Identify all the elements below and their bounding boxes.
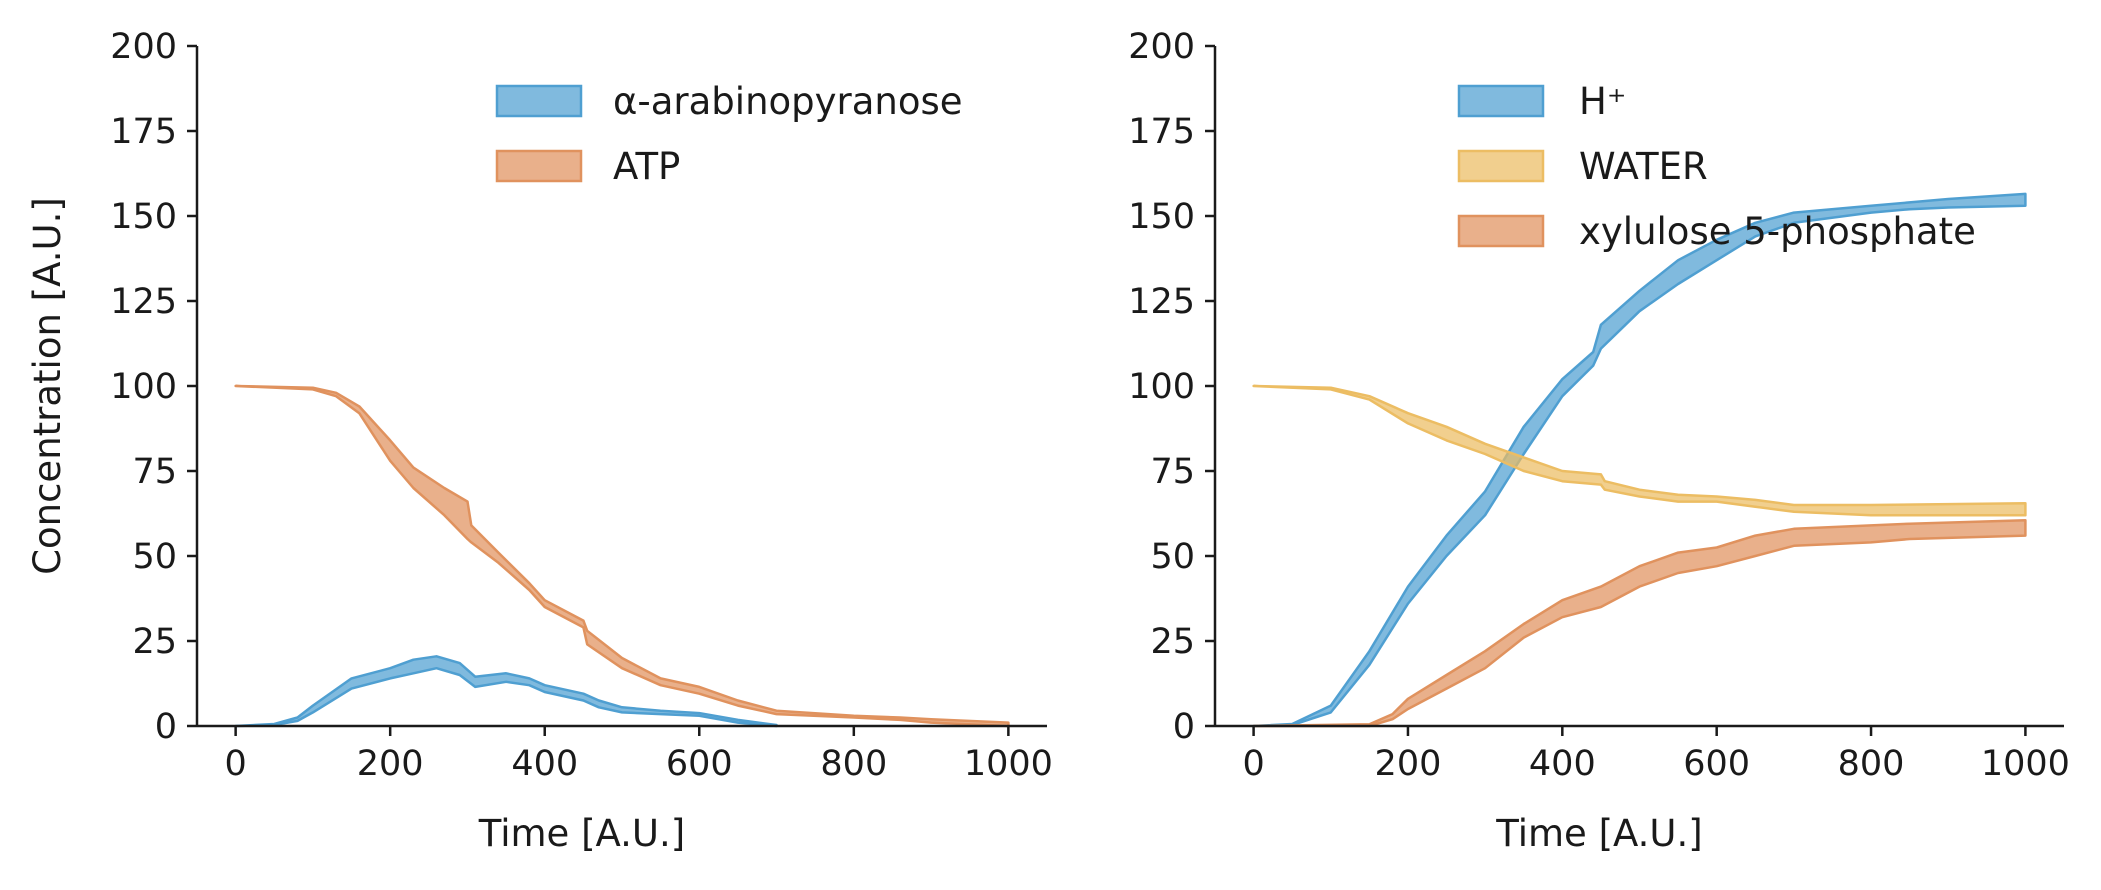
legend-swatch — [495, 84, 583, 118]
y-tick-label: 125 — [110, 282, 177, 322]
x-tick-label: 0 — [224, 744, 246, 784]
series-band-xylulose-5-phosphate — [1252, 519, 2027, 728]
y-tick-label: 150 — [110, 197, 177, 237]
y-tick-label: 200 — [110, 27, 177, 67]
y-tick-label: 150 — [1128, 197, 1195, 237]
x-tick-label: 800 — [820, 744, 887, 784]
x-tick-label: 200 — [357, 744, 424, 784]
y-tick-label: 200 — [1128, 27, 1195, 67]
x-tick-label: 800 — [1838, 744, 1905, 784]
chart-panel-2: 0 25 50 75 100 125 150 175 200 0 200 400 600 800 1000 T… — [1128, 27, 2070, 855]
chart-panel-1: 0 25 50 75 100 125 150 175 200 0 200 400 600 800 1000 T… — [26, 27, 1053, 855]
legend-entry: xylulose 5-phosphate — [1579, 210, 1976, 253]
y-tick-label: 175 — [110, 112, 177, 152]
legend-entry: WATER — [1579, 145, 1708, 188]
y-tick-label: 50 — [132, 537, 177, 577]
series-band-h- — [1252, 192, 2027, 728]
y-tick-label: 175 — [1128, 112, 1195, 152]
x-tick-label: 400 — [1529, 744, 1596, 784]
y-tick-label: 100 — [1128, 367, 1195, 407]
y-tick-label: 50 — [1150, 537, 1195, 577]
series-band-atp — [234, 384, 1010, 728]
x-axis-label: Time [A.U.] — [1495, 812, 1702, 855]
y-tick-label: 25 — [1150, 622, 1195, 662]
x-tick-label: 1000 — [964, 744, 1053, 784]
legend-swatch — [1457, 84, 1545, 118]
x-tick-label: 0 — [1242, 744, 1264, 784]
legend-swatch — [495, 149, 583, 183]
y-tick-label: 125 — [1128, 282, 1195, 322]
x-tick-label: 400 — [511, 744, 578, 784]
x-tick-label: 200 — [1375, 744, 1442, 784]
y-tick-label: 25 — [132, 622, 177, 662]
y-tick-label: 75 — [1150, 452, 1195, 492]
y-tick-label: 100 — [110, 367, 177, 407]
x-tick-label: 600 — [1683, 744, 1750, 784]
x-tick-label: 1000 — [1981, 744, 2070, 784]
y-axis-label: Concentration [A.U.] — [26, 197, 69, 575]
legend-entry: α-arabinopyranose — [613, 80, 963, 123]
legend-swatch — [1457, 214, 1545, 248]
x-axis-label: Time [A.U.] — [478, 812, 685, 855]
legend-swatch — [1457, 149, 1545, 183]
legend-entry: H⁺ — [1579, 80, 1626, 123]
y-tick-label: 75 — [132, 452, 177, 492]
series-band-water — [1252, 384, 2027, 517]
y-tick-label: 0 — [1173, 707, 1195, 747]
x-tick-label: 600 — [666, 744, 733, 784]
legend-entry: ATP — [613, 145, 680, 188]
y-tick-label: 0 — [155, 707, 177, 747]
